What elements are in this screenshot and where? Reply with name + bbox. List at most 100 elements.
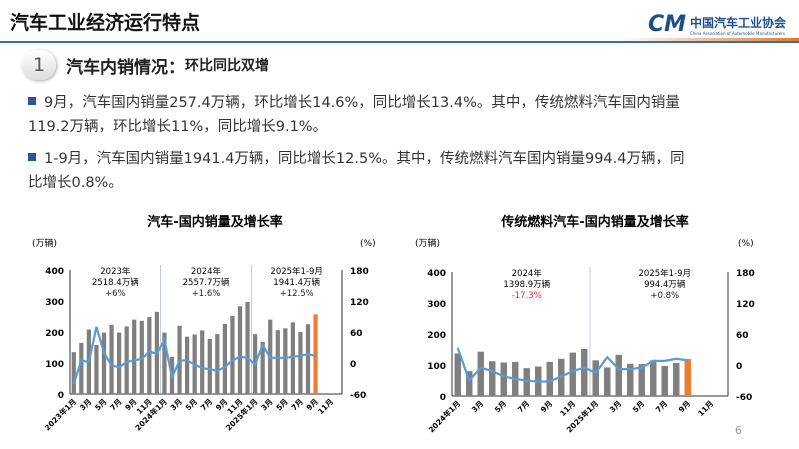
x-tick: 7月 xyxy=(290,397,305,412)
bar xyxy=(592,360,599,396)
y-tick-right: 0 xyxy=(350,360,356,370)
section-number: 1 xyxy=(22,50,56,80)
annotation-year: 2025年1-9月 xyxy=(270,266,323,277)
y-tick-right: 180 xyxy=(350,267,369,277)
x-tick: 3月 xyxy=(259,397,274,412)
y-tick-left: 100 xyxy=(45,360,64,370)
bar xyxy=(94,345,99,394)
annotation-volume: 2557.7万辆 xyxy=(183,277,230,288)
annotation-year: 2023年 xyxy=(100,266,131,277)
x-tick: 2024年1月 xyxy=(426,398,462,434)
bar xyxy=(200,330,205,394)
bar xyxy=(523,368,530,396)
bar xyxy=(313,314,318,394)
annotation-volume: 1941.4万辆 xyxy=(273,277,320,288)
section-title: 汽车内销情况： xyxy=(66,57,185,78)
y-tick-right: 180 xyxy=(736,269,755,279)
bar xyxy=(237,306,243,394)
x-tick: 3月 xyxy=(470,399,485,414)
bar xyxy=(215,334,220,394)
bullet-item: 1-9月，汽车国内销量1941.4万辆，同比增长12.5%。其中，传统燃料汽车国… xyxy=(28,147,788,195)
bar xyxy=(101,332,107,394)
y-tick-right: 120 xyxy=(350,298,369,308)
section-heading: 1 汽车内销情况： 环比同比双增 xyxy=(22,50,269,80)
page-title: 汽车工业经济运行特点 xyxy=(10,12,201,34)
y-axis-left-label: (万辆) xyxy=(32,237,57,249)
bullet-text: 9月，汽车国内销量257.4万辆，环比增长14.6%，同比增长13.4%。其中，… xyxy=(44,95,680,111)
bar xyxy=(500,362,507,396)
bar xyxy=(79,342,84,394)
bar xyxy=(604,367,611,396)
bar xyxy=(260,341,265,394)
bar xyxy=(581,348,588,396)
bar xyxy=(305,324,311,394)
bar xyxy=(673,362,680,396)
bar xyxy=(132,319,137,394)
bar xyxy=(147,317,152,394)
bar xyxy=(162,332,167,394)
bar xyxy=(627,363,634,396)
bullet-text: 119.2万辆，环比增长11%，同比增长9.1%。 xyxy=(28,119,328,135)
x-tick: 5月 xyxy=(93,397,108,412)
bullet-icon xyxy=(28,97,36,105)
y-tick-left: 200 xyxy=(427,331,446,341)
x-tick: 5月 xyxy=(184,397,199,412)
y-tick-left: 300 xyxy=(427,300,446,310)
logo-subtext: China Association of Automobile Manufact… xyxy=(690,30,785,36)
bar xyxy=(650,360,657,396)
annotation-year: 2024年 xyxy=(512,268,543,279)
y-tick-right: 120 xyxy=(736,300,755,310)
chart-total-sales: 汽车-国内销量及增长率 (万辆) (%) 0 100 200 300 400 -60 0 60 120… xyxy=(32,214,376,432)
x-tick: 7月 xyxy=(199,397,214,412)
x-tick: 11月 xyxy=(558,399,577,418)
chart-title: 传统燃料汽车-国内销量及增长率 xyxy=(500,214,688,230)
x-tick: 5月 xyxy=(493,399,508,414)
y-tick-right: 60 xyxy=(350,329,363,339)
x-tick: 11月 xyxy=(316,397,335,416)
bar xyxy=(477,351,484,396)
bar xyxy=(638,364,645,396)
bar xyxy=(71,352,76,394)
annotation-volume: 1398.9万辆 xyxy=(503,279,550,290)
x-tick: 2023年1月 xyxy=(42,396,78,432)
y-tick-left: 0 xyxy=(58,391,64,401)
bar xyxy=(290,322,296,394)
y-axis-left-label: (万辆) xyxy=(415,237,440,249)
x-tick: 7月 xyxy=(516,399,531,414)
section-subtitle: 环比同比双增 xyxy=(185,58,269,74)
y-tick-left: 100 xyxy=(427,362,446,372)
page-number: 6 xyxy=(735,424,742,437)
header-accent xyxy=(619,38,799,41)
bar xyxy=(684,359,691,396)
bar xyxy=(283,328,288,394)
bar xyxy=(222,323,228,394)
bar xyxy=(275,330,280,394)
y-tick-right: 0 xyxy=(736,362,742,372)
bar xyxy=(466,371,473,396)
annotation-volume: 994.4万辆 xyxy=(644,279,686,290)
annotation-growth: +6% xyxy=(105,289,126,299)
y-tick-left: 200 xyxy=(45,329,64,339)
chart-title: 汽车-国内销量及增长率 xyxy=(147,214,282,230)
y-tick-right: -60 xyxy=(350,391,366,401)
bullet-item: 9月，汽车国内销量257.4万辆，环比增长14.6%，同比增长13.4%。其中，… xyxy=(28,91,788,139)
annotation-volume: 2518.4万辆 xyxy=(92,277,139,288)
y-tick-left: 300 xyxy=(45,298,64,308)
y-tick-right: 60 xyxy=(736,331,749,341)
annotation-growth: +0.8% xyxy=(650,291,679,301)
logo-mark-icon: CM xyxy=(648,12,687,37)
logo-text: 中国汽车工业协会 xyxy=(690,15,787,30)
bar xyxy=(184,336,190,394)
bar xyxy=(230,315,235,394)
x-tick: 9月 xyxy=(539,399,554,414)
bar xyxy=(298,332,303,394)
y-tick-left: 400 xyxy=(427,269,446,279)
annotation-growth: -17.3% xyxy=(512,291,542,301)
annotation-year: 2024年 xyxy=(191,266,222,277)
x-tick: 7月 xyxy=(654,399,669,414)
x-tick: 7月 xyxy=(108,397,123,412)
bar xyxy=(454,353,461,396)
y-tick-left: 400 xyxy=(45,267,64,277)
bar xyxy=(207,338,212,394)
bar xyxy=(615,354,622,396)
